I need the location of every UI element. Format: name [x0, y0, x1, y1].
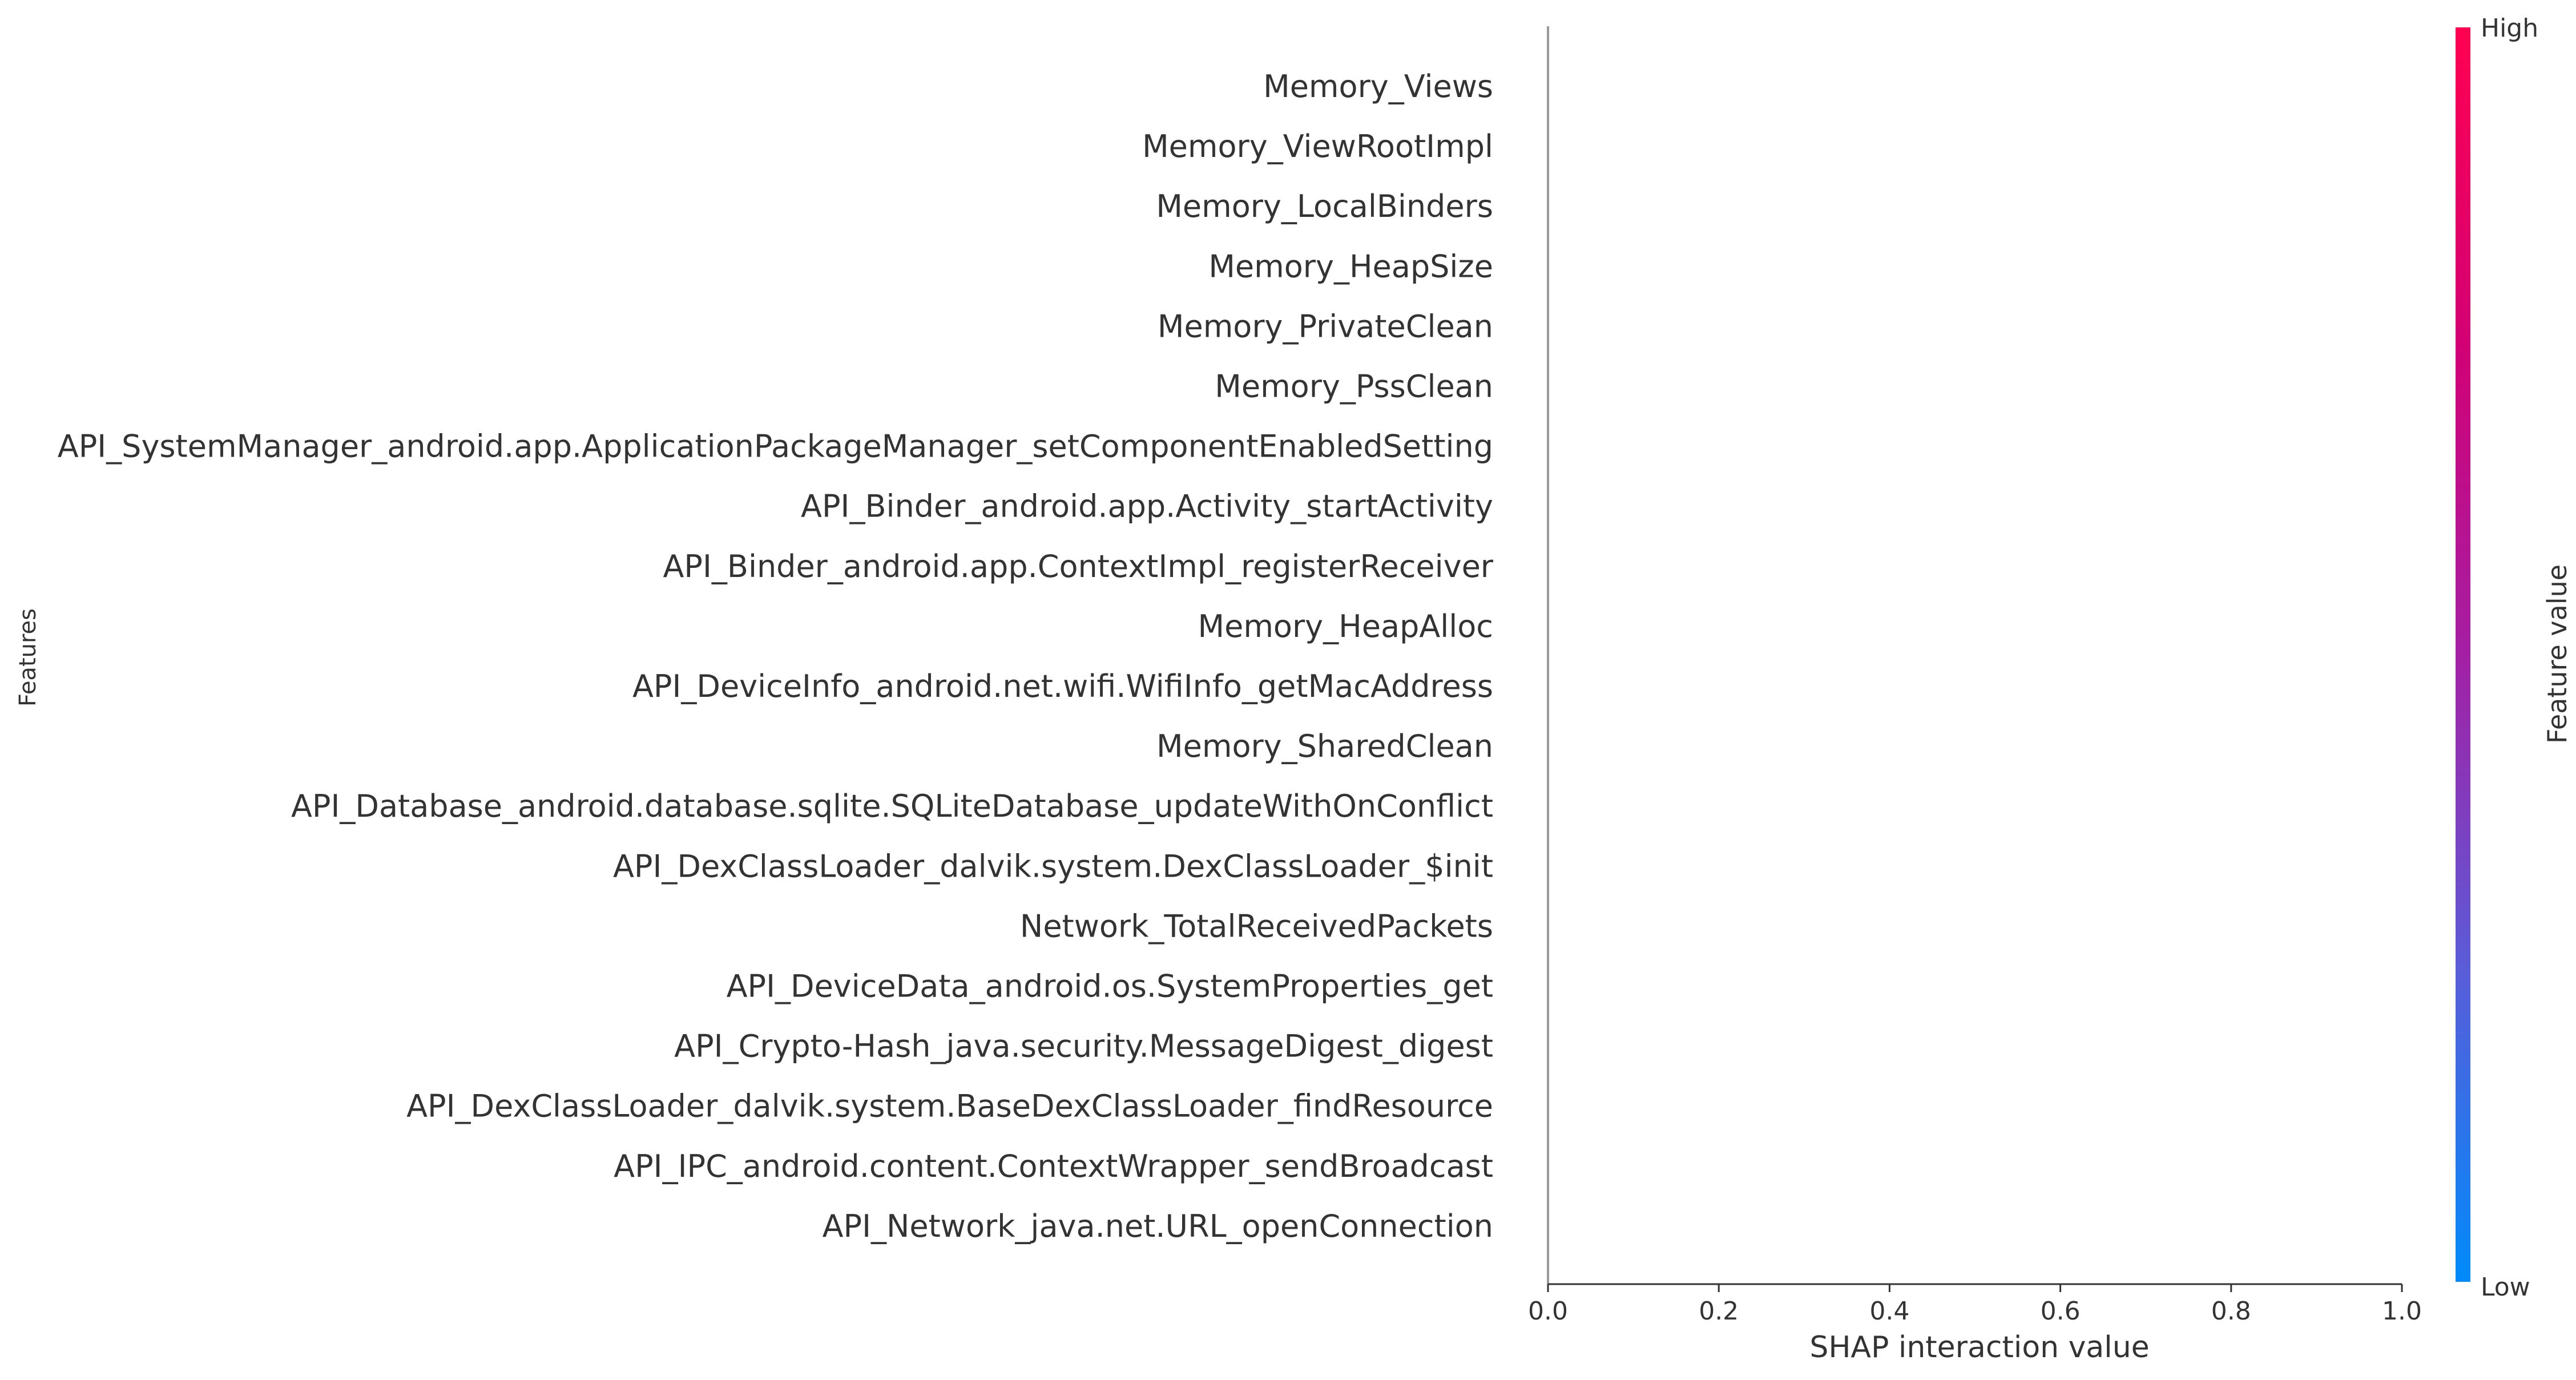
x-tick-label: 1.0 [2382, 1297, 2422, 1326]
feature-label: API_Crypto-Hash_java.security.MessageDig… [674, 1028, 1493, 1064]
x-tick-label: 0.8 [2211, 1297, 2251, 1326]
feature-label: Memory_HeapSize [1208, 248, 1493, 284]
x-axis-title: SHAP interaction value [1809, 1330, 2149, 1365]
x-tick-label: 0.4 [1869, 1297, 1909, 1326]
feature-label: Memory_SharedClean [1156, 728, 1493, 764]
feature-label: API_IPC_android.content.ContextWrapper_s… [614, 1148, 1493, 1184]
feature-label: Network_TotalReceivedPackets [1020, 908, 1493, 944]
feature-label: API_DeviceData_android.os.SystemProperti… [727, 969, 1493, 1004]
feature-labels: Memory_Views Memory_ViewRootImpl Memory_Lo… [58, 68, 1494, 1244]
feature-label: Memory_Views [1263, 68, 1493, 104]
feature-label: Memory_PrivateClean [1158, 308, 1493, 344]
x-tick-label: 0.2 [1699, 1297, 1739, 1326]
feature-label: Memory_ViewRootImpl [1142, 128, 1493, 164]
x-axis: 0.0 0.2 0.4 0.6 0.8 1.0 [1528, 1283, 2422, 1326]
feature-label: API_SystemManager_android.app.Applicatio… [58, 429, 1493, 465]
colorbar-low-label: Low [2481, 1273, 2530, 1302]
feature-label: API_Network_java.net.URL_openConnection [823, 1208, 1493, 1244]
y-axis-title: Features [15, 608, 41, 707]
feature-label: API_DeviceInfo_android.net.wifi.WifiInfo… [632, 668, 1493, 704]
colorbar: High Low Feature value [2456, 14, 2573, 1302]
feature-label: API_DexClassLoader_dalvik.system.DexClas… [613, 848, 1493, 884]
feature-label: API_Binder_android.app.ContextImpl_regis… [663, 548, 1493, 584]
feature-label: Memory_HeapAlloc [1198, 608, 1493, 644]
feature-label: API_Binder_android.app.Activity_startAct… [801, 489, 1493, 524]
feature-label: API_Database_android.database.sqlite.SQL… [291, 788, 1493, 824]
colorbar-gradient [2456, 27, 2470, 1282]
feature-label: API_DexClassLoader_dalvik.system.BaseDex… [406, 1088, 1493, 1124]
colorbar-high-label: High [2481, 14, 2538, 43]
x-tick-label: 0.0 [1528, 1297, 1568, 1326]
feature-label: Memory_LocalBinders [1156, 188, 1493, 224]
colorbar-title: Feature value [2542, 564, 2573, 744]
feature-label: Memory_PssClean [1215, 369, 1493, 405]
x-tick-label: 0.6 [2041, 1297, 2081, 1326]
